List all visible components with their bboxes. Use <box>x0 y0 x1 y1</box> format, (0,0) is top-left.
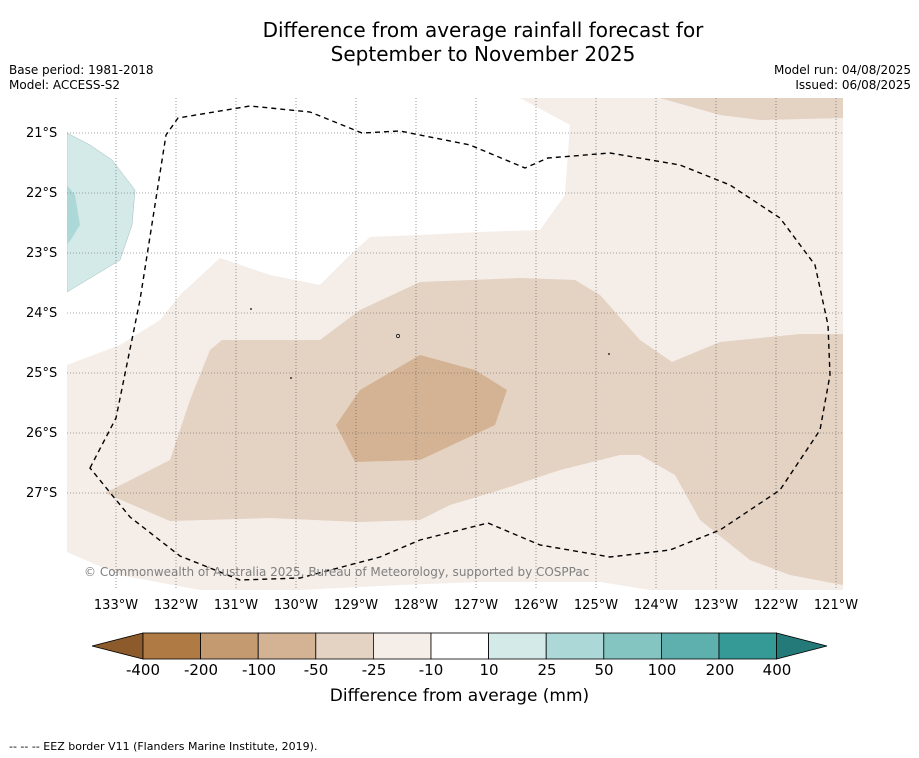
base-info: Base period: 1981-2018 Model: ACCESS-S2 <box>9 63 154 93</box>
colorbar-tick: -100 <box>241 661 277 679</box>
title-line-2: September to November 2025 <box>330 42 636 66</box>
base-period: Base period: 1981-2018 <box>9 63 154 77</box>
colorbar-tick: -200 <box>183 661 219 679</box>
colorbar-tick: -25 <box>361 661 387 679</box>
colorbar-arrow-right <box>776 632 828 660</box>
lon-label: 126°W <box>513 598 559 613</box>
colorbar-title: Difference from average (mm) <box>329 686 590 706</box>
colorbar-segment <box>430 632 489 660</box>
lon-label: 122°W <box>753 598 799 613</box>
issued-date: Issued: 06/08/2025 <box>795 78 911 92</box>
lon-label: 129°W <box>333 598 379 613</box>
colorbar-tick: 50 <box>594 661 614 679</box>
run-info: Model run: 04/08/2025 Issued: 06/08/2025 <box>774 63 911 93</box>
colorbar-segment <box>661 632 720 660</box>
lat-label: 21°S <box>26 126 58 141</box>
lat-label: 23°S <box>26 246 58 261</box>
lat-label: 25°S <box>26 366 58 381</box>
title-line-1: Difference from average rainfall forecas… <box>262 18 704 42</box>
colorbar-tick: 25 <box>537 661 557 679</box>
rainfall-region-teal <box>67 185 80 245</box>
colorbar-tick: -400 <box>125 661 161 679</box>
colorbar-tick: 10 <box>479 661 499 679</box>
colorbar-tick: 200 <box>705 661 735 679</box>
model-name: Model: ACCESS-S2 <box>9 78 121 92</box>
map-title: Difference from average rainfall forecas… <box>0 18 919 66</box>
colorbar-tick: -50 <box>303 661 329 679</box>
colorbar-segment <box>718 632 777 660</box>
colorbar-tick: 100 <box>647 661 677 679</box>
lon-label: 124°W <box>633 598 679 613</box>
lat-label: 27°S <box>26 486 58 501</box>
eez-border <box>89 105 831 581</box>
rainfall-region-light-teal <box>67 132 136 293</box>
lat-label: 22°S <box>26 186 58 201</box>
colorbar-segment <box>257 632 317 660</box>
colorbar-tick: 400 <box>762 661 792 679</box>
colorbar-arrow-left <box>91 632 144 660</box>
lon-label: 121°W <box>813 598 859 613</box>
islands <box>250 308 610 379</box>
colorbar-segment <box>142 632 201 660</box>
lon-label: 130°W <box>273 598 319 613</box>
gridlines <box>67 98 843 590</box>
rainfall-region-top-right <box>660 98 843 120</box>
colorbar-segment <box>488 632 547 660</box>
colorbar-segment <box>315 632 374 660</box>
lon-label: 127°W <box>453 598 499 613</box>
lat-label: 24°S <box>26 306 58 321</box>
colorbar-segment <box>200 632 259 660</box>
colorbar-segment <box>372 632 432 660</box>
lon-label: 128°W <box>393 598 439 613</box>
rainfall-region-dark-brown <box>336 355 507 462</box>
colorbar-segment <box>545 632 605 660</box>
lon-label: 123°W <box>693 598 739 613</box>
colorbar <box>91 632 828 660</box>
lon-label: 133°W <box>93 598 139 613</box>
lat-label: 26°S <box>26 426 58 441</box>
map-area <box>67 98 843 590</box>
eez-footnote: -- -- -- EEZ border V11 (Flanders Marine… <box>9 740 318 753</box>
colorbar-segment <box>603 632 662 660</box>
lon-label: 125°W <box>573 598 619 613</box>
lon-label: 132°W <box>153 598 199 613</box>
copyright-notice: © Commonwealth of Australia 2025, Bureau… <box>84 565 590 579</box>
lon-label: 131°W <box>213 598 259 613</box>
colorbar-tick: -10 <box>418 661 444 679</box>
model-run-date: Model run: 04/08/2025 <box>773 63 911 77</box>
